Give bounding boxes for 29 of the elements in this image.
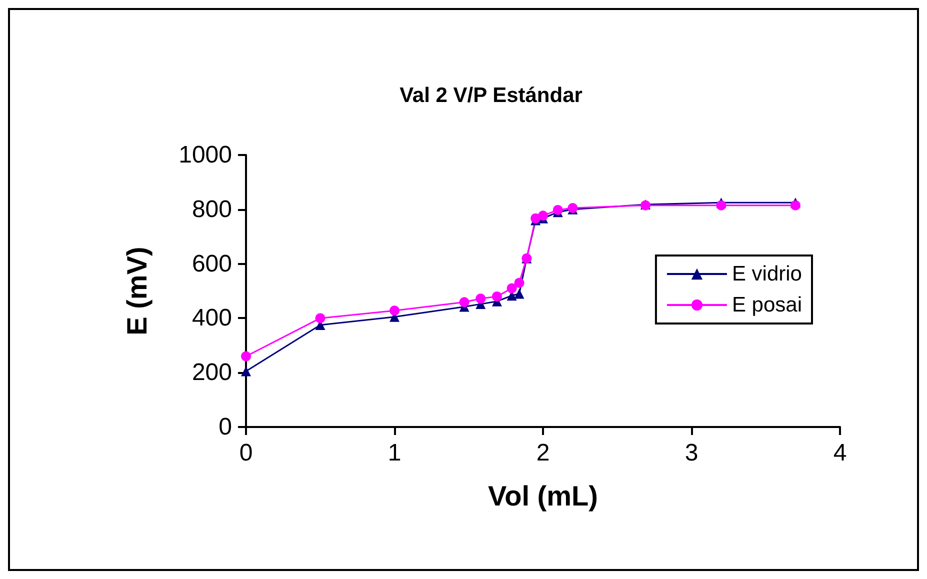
y-tick-label: 1000 bbox=[178, 142, 232, 168]
point bbox=[506, 283, 517, 294]
point bbox=[241, 366, 251, 376]
legend-label: E vidrio bbox=[732, 262, 802, 286]
y-tick-label: 200 bbox=[192, 359, 232, 386]
point bbox=[716, 200, 726, 210]
point bbox=[459, 297, 470, 308]
legend-label: E posai bbox=[732, 294, 802, 316]
x-tick-label: 3 bbox=[684, 440, 698, 466]
point bbox=[514, 288, 524, 299]
point bbox=[492, 291, 502, 302]
y-tick-label: 400 bbox=[192, 304, 232, 332]
x-tick-label: 0 bbox=[239, 440, 253, 466]
x-tick-label: 4 bbox=[833, 440, 847, 466]
y-axis-title: E (mV) bbox=[122, 246, 152, 336]
point bbox=[476, 294, 486, 304]
point bbox=[390, 306, 400, 316]
chart-title: Val 2 V/P Estándar bbox=[400, 84, 582, 107]
point bbox=[538, 210, 548, 221]
y-tick-label: 0 bbox=[218, 414, 232, 440]
y-tick-label: 800 bbox=[192, 196, 232, 223]
point bbox=[552, 204, 563, 215]
point bbox=[514, 278, 524, 288]
x-tick-label: 2 bbox=[536, 440, 550, 466]
x-tick-label: 1 bbox=[388, 440, 402, 466]
x-axis-title: Vol (mL) bbox=[488, 480, 598, 512]
point bbox=[241, 351, 251, 362]
point bbox=[315, 313, 326, 324]
y-tick-label: 600 bbox=[192, 250, 232, 278]
